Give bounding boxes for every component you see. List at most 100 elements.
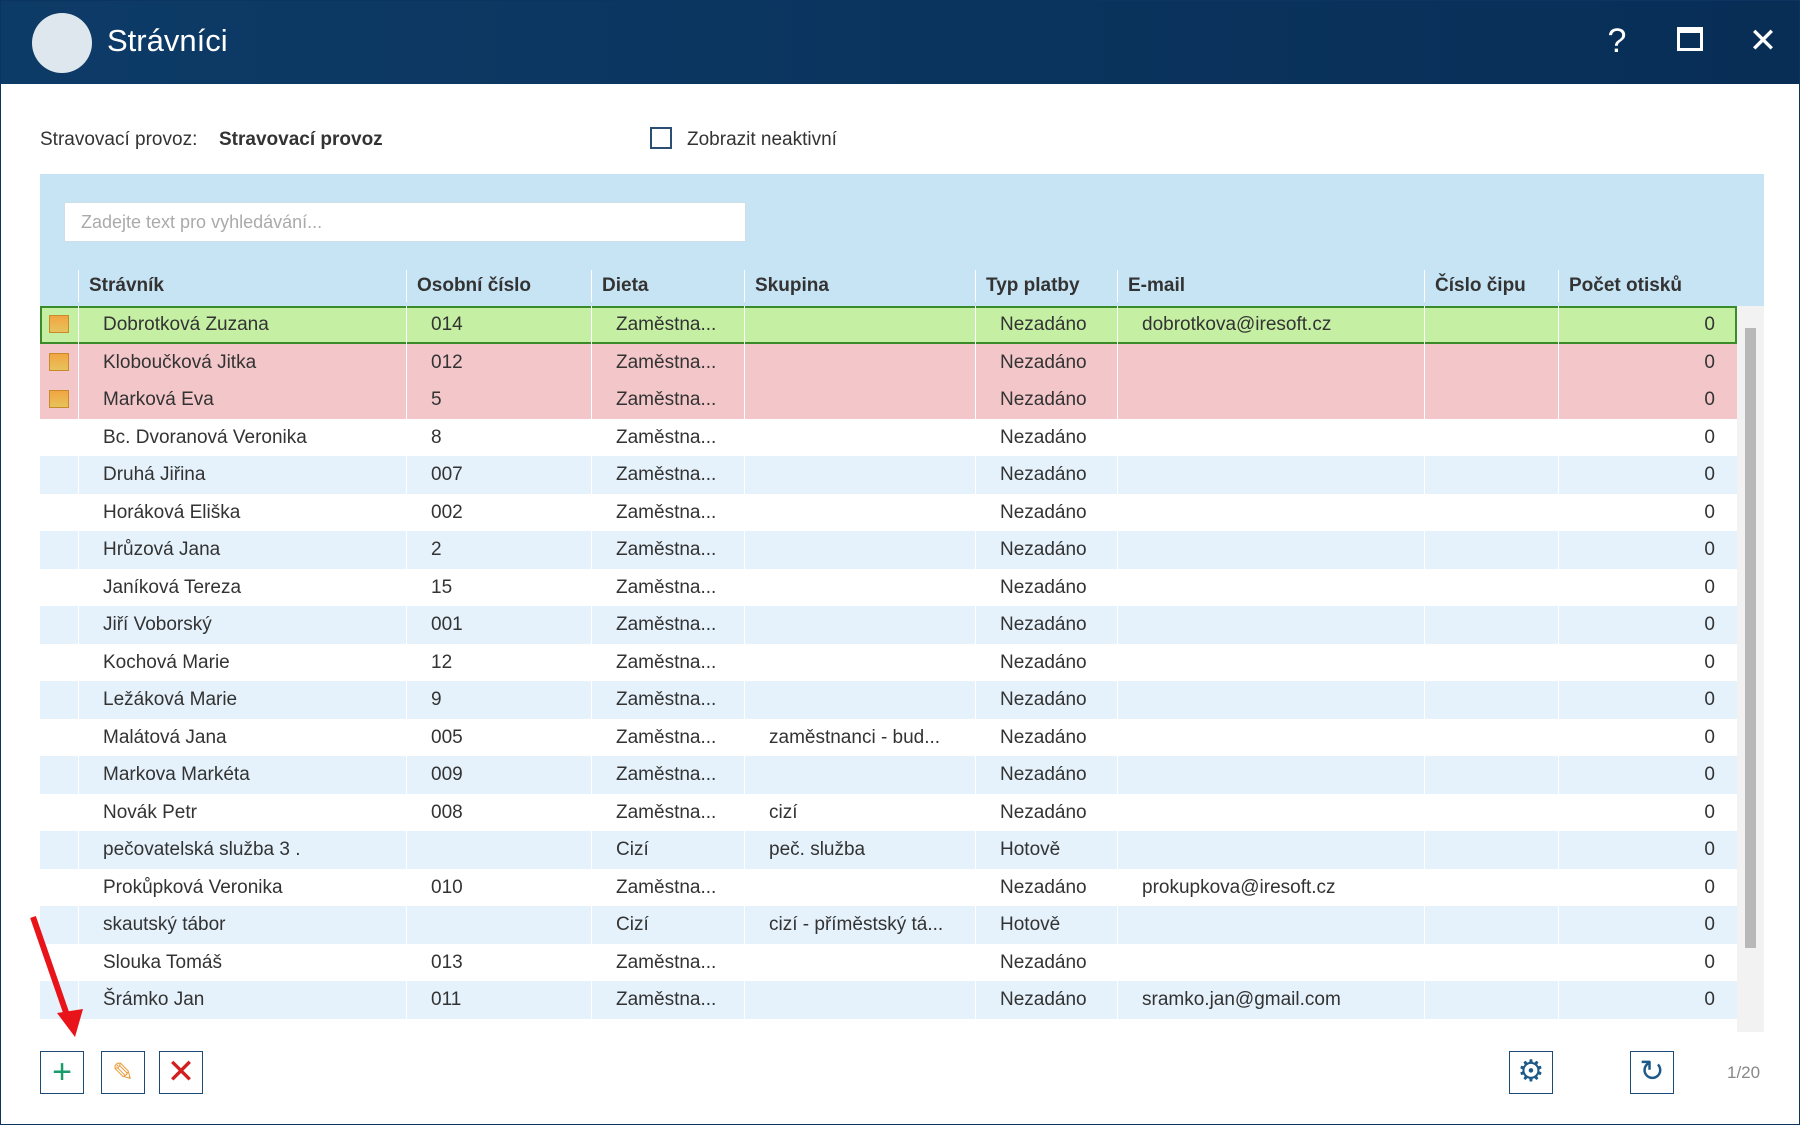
table-cell: Nezadáno (975, 381, 1117, 419)
table-cell: Zaměstna... (591, 306, 744, 344)
table-row[interactable]: pečovatelská služba 3 . Cizí peč. služba Ho… (40, 831, 1737, 869)
table-cell (1424, 681, 1558, 719)
row-icon (49, 390, 69, 408)
table-cell: Slouka Tomáš (78, 943, 406, 981)
table-cell: Jiří Voborský (78, 606, 406, 644)
table-cell (1117, 718, 1424, 756)
column-header[interactable]: Číslo čipu (1424, 270, 1558, 302)
table-row[interactable]: Dobrotková Zuzana 014 Zaměstna... Nezadáno d… (40, 306, 1737, 344)
window-title: Strávníci (107, 23, 228, 58)
table-cell (1117, 756, 1424, 794)
table-row[interactable]: Horáková Eliška 002 Zaměstna... Nezadáno 0 (40, 493, 1737, 532)
table-cell: 009 (406, 756, 591, 794)
filter-value[interactable]: Stravovací provoz (219, 129, 383, 150)
checkbox-label[interactable]: Zobrazit neaktivní (687, 129, 837, 150)
table-cell: Nezadáno (975, 793, 1117, 831)
row-icon-cell (40, 719, 78, 757)
table-cell (1424, 756, 1558, 794)
table-row[interactable]: Markova Markéta 009 Zaměstna... Nezadáno 0 (40, 756, 1737, 794)
table-row[interactable]: Hrůzová Jana 2 Zaměstna... Nezadáno 0 (40, 531, 1737, 569)
search-input[interactable]: Zadejte text pro vyhledávání... (64, 202, 746, 242)
table-cell (1424, 343, 1558, 381)
delete-button[interactable]: ✕ (159, 1051, 203, 1094)
table-cell: Zaměstna... (591, 943, 744, 981)
table-cell (406, 906, 591, 944)
table-cell (1424, 456, 1558, 494)
row-icon-cell (40, 494, 78, 532)
table-cell: 002 (406, 493, 591, 531)
table-cell: Nezadáno (975, 306, 1117, 344)
table-cell: sramko.jan@gmail.com (1117, 981, 1424, 1019)
table-cell: Hotově (975, 906, 1117, 944)
table-cell (1117, 418, 1424, 456)
table-cell (744, 643, 975, 681)
table-cell: Druhá Jiřina (78, 456, 406, 494)
table-row[interactable]: Novák Petr 008 Zaměstna... cizí Nezadáno 0 (40, 793, 1737, 831)
table-cell: 0 (1558, 906, 1737, 944)
help-button[interactable]: ? (1607, 22, 1627, 60)
table-row[interactable]: Ležáková Marie 9 Zaměstna... Nezadáno 0 (40, 681, 1737, 719)
column-header[interactable]: E-mail (1117, 270, 1424, 302)
table-cell: Ležáková Marie (78, 681, 406, 719)
table-row[interactable]: Jiří Voborský 001 Zaměstna... Nezadáno 0 (40, 606, 1737, 644)
close-button[interactable]: ✕ (1748, 22, 1778, 60)
column-header[interactable]: Skupina (744, 270, 975, 302)
scrollbar[interactable] (1737, 306, 1764, 1032)
table-row[interactable]: Janíková Tereza 15 Zaměstna... Nezadáno 0 (40, 568, 1737, 606)
table-cell (744, 943, 975, 981)
table-cell (1117, 643, 1424, 681)
column-header[interactable]: Dieta (591, 270, 744, 302)
table-cell: Zaměstna... (591, 418, 744, 456)
table-cell: 007 (406, 456, 591, 494)
table-row[interactable]: Kochová Marie 12 Zaměstna... Nezadáno 0 (40, 643, 1737, 681)
table-cell: 0 (1558, 381, 1737, 419)
table-row[interactable]: Marková Eva 5 Zaměstna... Nezadáno 0 (40, 381, 1737, 419)
table-cell (1117, 606, 1424, 644)
table-cell: 0 (1558, 643, 1737, 681)
table-cell: 2 (406, 531, 591, 569)
table-cell (1424, 606, 1558, 644)
table-row[interactable]: Kloboučková Jitka 012 Zaměstna... Nezadáno 0 (40, 343, 1737, 381)
table-cell: Hrůzová Jana (78, 531, 406, 569)
table-cell: Cizí (591, 831, 744, 869)
table-cell: Nezadáno (975, 418, 1117, 456)
maximize-button[interactable] (1668, 19, 1712, 63)
column-header[interactable]: Typ platby (975, 270, 1117, 302)
table-cell: 011 (406, 981, 591, 1019)
table-cell (744, 868, 975, 906)
row-icon-cell (40, 419, 78, 457)
column-header[interactable]: Strávník (78, 270, 406, 302)
pager: 1/20 (1727, 1063, 1761, 1082)
column-header[interactable]: Počet otisků (1558, 270, 1737, 302)
table-cell (1117, 343, 1424, 381)
table-cell: Nezadáno (975, 643, 1117, 681)
table-cell (744, 381, 975, 419)
table-cell: Nezadáno (975, 681, 1117, 719)
edit-button[interactable]: ✎ (101, 1051, 145, 1094)
table-cell: 0 (1558, 943, 1737, 981)
table-cell (744, 531, 975, 569)
column-header[interactable]: Osobní číslo (406, 270, 591, 302)
table-cell: Dobrotková Zuzana (78, 306, 406, 344)
table-row[interactable]: Bc. Dvoranová Veronika 8 Zaměstna... Nezadá… (40, 418, 1737, 457)
table-cell: Nezadáno (975, 943, 1117, 981)
table-cell (1424, 568, 1558, 606)
table-row[interactable]: Malátová Jana 005 Zaměstna... zaměstnanci -… (40, 718, 1737, 757)
add-button[interactable]: + (40, 1051, 84, 1094)
table-cell: Zaměstna... (591, 493, 744, 531)
table-cell: prokupkova@iresoft.cz (1117, 868, 1424, 906)
table-row[interactable]: skautský tábor Cizí cizí - příměstský tá..… (40, 906, 1737, 944)
refresh-button[interactable]: ↻ (1630, 1051, 1674, 1094)
table-row[interactable]: Druhá Jiřina 007 Zaměstna... Nezadáno 0 (40, 456, 1737, 494)
table-row[interactable]: Slouka Tomáš 013 Zaměstna... Nezadáno 0 (40, 943, 1737, 981)
filter-label: Stravovací provoz: (40, 129, 198, 150)
checkbox[interactable] (650, 127, 672, 149)
table-cell (1424, 981, 1558, 1019)
table-cell (744, 343, 975, 381)
scroll-thumb[interactable] (1745, 328, 1756, 948)
table-row[interactable]: Prokůpková Veronika 010 Zaměstna... Nezadán… (40, 868, 1737, 906)
table-cell: Nezadáno (975, 718, 1117, 756)
table-row[interactable]: Šrámko Jan 011 Zaměstna... Nezadáno sramko.j… (40, 981, 1737, 1019)
row-icon-cell (40, 456, 78, 494)
settings-button[interactable]: ⚙ (1509, 1051, 1553, 1094)
